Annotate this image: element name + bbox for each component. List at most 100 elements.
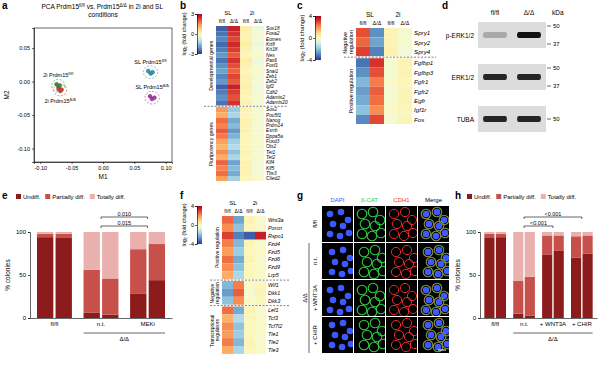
axis-line	[481, 318, 598, 319]
scatter-panel: -0.10-0.050.000.050.10-0.10-0.050.000.05…	[3, 3, 173, 181]
tick: 100	[16, 229, 30, 235]
bar	[84, 232, 100, 270]
row-label: Egfr	[414, 97, 426, 104]
heatmap-cell	[233, 224, 244, 232]
micrograph	[418, 280, 449, 316]
heatmap-cell	[240, 107, 252, 112]
row-label: Otx2	[266, 144, 276, 149]
bar	[525, 315, 535, 318]
heatmap-cell	[240, 150, 252, 155]
panel-label: a	[2, 0, 8, 11]
row-label: Sox2	[266, 107, 277, 112]
heatmap-cell	[216, 31, 228, 36]
tick: 0.00	[98, 162, 109, 171]
column-label: fl/fl	[219, 18, 225, 24]
row-label: Fgfr2	[414, 88, 429, 95]
tick-label: fl/fl	[51, 321, 59, 327]
legend-swatch	[90, 194, 95, 199]
heatmap-cell	[228, 150, 240, 155]
heatmap-cell	[228, 42, 240, 47]
chart-title: PCA Prdm15fl/fl vs. Prdm15Δ/Δ in 2i and …	[41, 3, 164, 19]
row-label: Tcf7l2	[268, 323, 282, 329]
tick-label: 0	[473, 315, 477, 321]
bar	[56, 234, 72, 238]
row-group-label: Δ/Δ	[302, 293, 308, 303]
heatmap-cell	[240, 100, 252, 105]
cluster-outline	[143, 66, 157, 79]
band	[517, 116, 541, 122]
bar	[571, 258, 581, 318]
tick-label: 0.05	[19, 45, 30, 51]
heatmap-cell	[244, 330, 255, 338]
tick: 50	[19, 272, 30, 278]
heatmap-cell	[233, 216, 244, 224]
category-group-label: Δ/Δ	[548, 336, 558, 342]
heatmap-cell	[244, 248, 255, 256]
column-label: fl/fl	[224, 208, 230, 214]
heatmap-cell	[255, 314, 266, 322]
heatmap-cell	[398, 58, 412, 67]
significance-bracket	[524, 226, 553, 228]
marker-tick	[547, 26, 551, 27]
bar	[542, 232, 552, 235]
heatmap-cell	[370, 37, 384, 46]
row-label: Snai1	[266, 69, 279, 74]
heatmap-cell	[240, 79, 252, 84]
micrograph	[418, 206, 449, 242]
column-label: DAPI	[330, 197, 344, 203]
y-axis: 050100	[16, 229, 31, 321]
heatmap-cell	[244, 297, 255, 305]
heatmap-cell	[255, 330, 266, 338]
x-axis-title: M1	[98, 173, 107, 180]
bar	[583, 235, 593, 253]
heatmap-cell	[240, 47, 252, 52]
heatmap-cell	[252, 95, 264, 100]
row-label: Zeb2	[265, 79, 277, 84]
heatmap-cell	[216, 42, 228, 47]
legend-swatch	[541, 194, 546, 199]
heatmap-cell	[356, 28, 370, 37]
micrograph	[386, 280, 417, 316]
row-label: Fgfr1	[414, 78, 428, 85]
row-label: Tle1	[268, 331, 279, 337]
heatmap-panel: -303log₂ (fold change)SL2ifl/flΔ/Δfl/flΔ…	[181, 10, 288, 181]
x-axis: fl/fln.t.MEKi	[31, 318, 173, 327]
heatmap-cell	[244, 216, 255, 224]
heatmap-cell	[240, 155, 252, 160]
heatmap-cell	[228, 47, 240, 52]
heatmap-cell	[252, 68, 264, 73]
tick-mark	[32, 48, 34, 49]
column-label: Δ/Δ	[254, 18, 263, 24]
column-label: fl/fl	[387, 20, 394, 26]
heatmap-cell	[228, 74, 240, 79]
heatmap-cell	[216, 107, 228, 112]
heatmap-cell	[398, 77, 412, 86]
heatmap-cell	[370, 58, 384, 67]
row-label: Fzd5	[268, 249, 281, 255]
tick: -0.10	[34, 162, 47, 171]
tick: + CHIR	[572, 318, 593, 327]
heatmap-cell	[356, 105, 370, 114]
bar	[37, 234, 53, 237]
heatmap-cell	[252, 118, 264, 123]
row-group-label: Pluripotency genes	[208, 122, 214, 167]
row-label: Cited2	[266, 176, 280, 181]
tick-mark	[28, 318, 30, 319]
heatmap-cell	[255, 240, 266, 248]
y-axis-title: M2	[3, 90, 10, 99]
heatmap-cell	[233, 330, 244, 338]
tick-label: 3	[191, 11, 194, 17]
heatmap-cell	[216, 165, 228, 170]
bar	[496, 232, 506, 234]
axis-line	[478, 233, 481, 319]
tick: 0.05	[130, 162, 141, 171]
tick-label: fl/fl	[491, 321, 499, 327]
tick-mark	[195, 54, 197, 55]
heatmap-panel: -404log₂ (fold change)SL2ifl/flΔ/Δfl/flΔ…	[181, 200, 290, 354]
tick-label: 0.05	[130, 165, 141, 171]
heatmap-cell	[228, 84, 240, 89]
heatmap-cell	[222, 281, 233, 289]
bar	[102, 232, 118, 278]
bar	[525, 277, 535, 316]
legend-swatch	[16, 194, 21, 199]
